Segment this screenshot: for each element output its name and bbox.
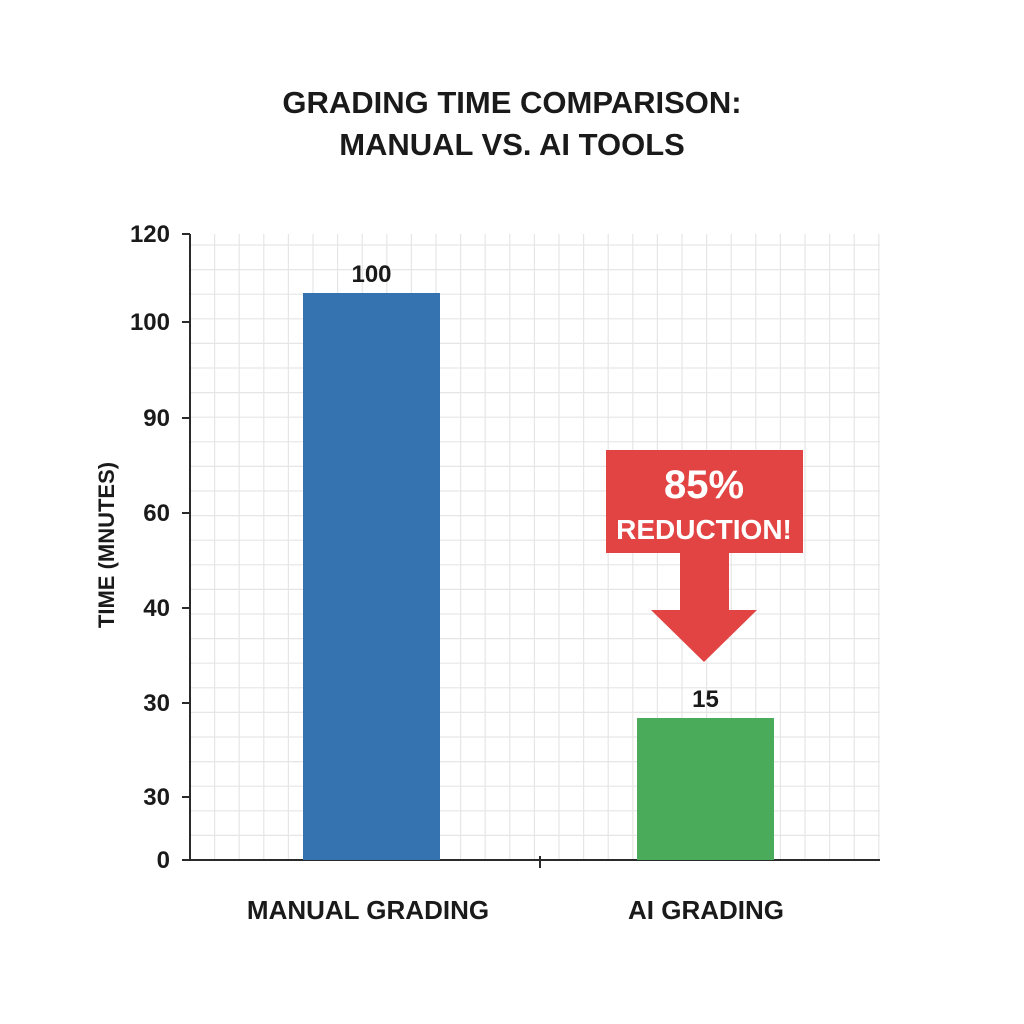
y-tick-label: 90 (143, 405, 170, 432)
y-axis-ticks: 0 30 30 40 60 90 100 120 (130, 221, 190, 874)
y-axis-title: TIME (MNUTES) (94, 462, 119, 628)
y-tick-label: 100 (130, 309, 170, 336)
x-category-label: AI GRADING (628, 895, 784, 925)
reduction-callout: 85% REDUCTION! (606, 450, 803, 662)
bar-value-label: 100 (351, 261, 391, 288)
bar-value-label: 15 (692, 686, 719, 713)
y-tick-label: 0 (157, 847, 170, 874)
bars: 100 15 (303, 261, 774, 860)
x-category-label: MANUAL GRADING (247, 895, 489, 925)
callout-reduction-text: REDUCTION! (616, 514, 792, 545)
chart-title-line-2: MANUAL VS. AI TOOLS (339, 127, 685, 162)
chart-title: GRADING TIME COMPARISON: MANUAL VS. AI T… (0, 82, 1024, 166)
x-axis-labels: MANUAL GRADING AI GRADING (247, 895, 784, 925)
bar-ai-grading (637, 718, 774, 860)
y-tick-label: 120 (130, 221, 170, 248)
y-tick-label: 40 (143, 595, 170, 622)
y-tick-label: 60 (143, 500, 170, 527)
y-tick-label: 30 (143, 784, 170, 811)
callout-percent-text: 85% (664, 463, 744, 507)
y-tick-label: 30 (143, 690, 170, 717)
bar-manual-grading (303, 293, 440, 860)
callout-arrow-shape (606, 450, 803, 662)
chart-title-line-1: GRADING TIME COMPARISON: (282, 85, 742, 120)
